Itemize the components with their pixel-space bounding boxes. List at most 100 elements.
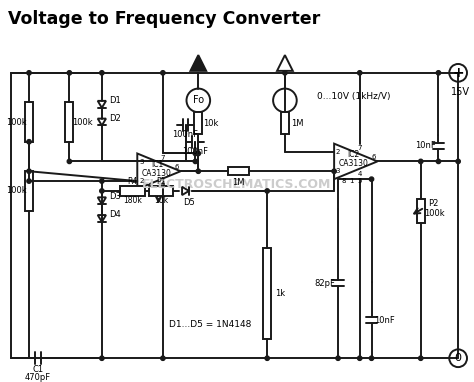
- Text: +: +: [452, 66, 464, 80]
- Text: 10k: 10k: [154, 196, 168, 205]
- Circle shape: [161, 356, 165, 360]
- Circle shape: [357, 356, 362, 360]
- Polygon shape: [277, 55, 293, 71]
- Circle shape: [196, 169, 201, 173]
- Text: 2: 2: [336, 149, 340, 155]
- Text: P2: P2: [428, 199, 439, 208]
- Text: 1M: 1M: [232, 178, 245, 186]
- Text: D2: D2: [109, 113, 120, 123]
- Bar: [149, 186, 173, 196]
- Circle shape: [196, 151, 201, 155]
- Text: 7: 7: [161, 155, 165, 161]
- Text: ELECTROSCHEMATICS.COM: ELECTROSCHEMATICS.COM: [142, 178, 331, 191]
- Text: 0...10V (1kHz/V): 0...10V (1kHz/V): [317, 92, 391, 101]
- Text: 5: 5: [357, 178, 362, 184]
- Text: 100k: 100k: [6, 186, 27, 196]
- Text: 82pF: 82pF: [315, 279, 336, 288]
- Circle shape: [332, 169, 336, 173]
- Circle shape: [27, 169, 31, 173]
- Circle shape: [193, 159, 198, 163]
- Circle shape: [369, 356, 374, 360]
- Text: R4: R4: [127, 176, 137, 186]
- Text: 10k: 10k: [203, 118, 219, 128]
- Polygon shape: [98, 197, 106, 204]
- Circle shape: [436, 159, 441, 163]
- Circle shape: [27, 179, 31, 183]
- Bar: [228, 167, 249, 175]
- Polygon shape: [98, 215, 106, 222]
- Text: 15V: 15V: [451, 87, 470, 97]
- Polygon shape: [191, 55, 206, 71]
- Circle shape: [100, 356, 104, 360]
- Circle shape: [436, 71, 441, 75]
- Circle shape: [456, 159, 460, 163]
- Text: 6: 6: [174, 164, 179, 170]
- Text: 470pF: 470pF: [25, 374, 51, 382]
- Text: IC2: IC2: [348, 150, 360, 159]
- Text: D4: D4: [109, 210, 120, 219]
- Text: Fo: Fo: [193, 96, 204, 105]
- Circle shape: [449, 64, 467, 82]
- Text: 10nF: 10nF: [374, 316, 395, 325]
- Bar: [194, 112, 202, 134]
- Text: IC1: IC1: [151, 160, 163, 169]
- Text: P1: P1: [156, 176, 165, 186]
- Bar: [25, 102, 33, 142]
- Text: 100k: 100k: [6, 118, 27, 126]
- Text: D1: D1: [109, 96, 120, 105]
- Text: 7: 7: [357, 146, 362, 151]
- Circle shape: [265, 189, 269, 193]
- Text: 2: 2: [139, 178, 144, 184]
- Text: 100k: 100k: [424, 209, 445, 218]
- Bar: [417, 199, 425, 223]
- Circle shape: [449, 350, 467, 367]
- Text: D5: D5: [183, 198, 195, 207]
- Circle shape: [67, 71, 72, 75]
- Bar: [65, 102, 73, 142]
- Text: 0: 0: [455, 353, 462, 363]
- Text: 3: 3: [336, 168, 340, 174]
- Circle shape: [369, 177, 374, 181]
- Circle shape: [27, 71, 31, 75]
- Circle shape: [100, 179, 104, 183]
- Circle shape: [67, 159, 72, 163]
- Text: 1M: 1M: [292, 118, 304, 128]
- Text: Voltage to Frequency Converter: Voltage to Frequency Converter: [9, 10, 320, 28]
- Polygon shape: [98, 118, 106, 125]
- Bar: [119, 186, 145, 196]
- Text: D1...D5 = 1N4148: D1...D5 = 1N4148: [169, 320, 251, 329]
- Bar: [263, 248, 271, 338]
- Circle shape: [100, 189, 104, 193]
- Circle shape: [193, 151, 198, 155]
- Text: 1: 1: [350, 178, 354, 184]
- Circle shape: [100, 71, 104, 75]
- Text: 3: 3: [139, 159, 144, 165]
- Bar: [25, 171, 33, 210]
- Circle shape: [265, 356, 269, 360]
- Text: 6: 6: [371, 154, 376, 160]
- Circle shape: [283, 71, 287, 75]
- Text: C1: C1: [32, 364, 44, 374]
- Circle shape: [357, 71, 362, 75]
- Text: 100k: 100k: [72, 118, 92, 126]
- Bar: [281, 112, 289, 134]
- Circle shape: [419, 159, 423, 163]
- Polygon shape: [137, 154, 181, 189]
- Text: CA3130: CA3130: [339, 159, 369, 168]
- Circle shape: [273, 89, 297, 112]
- Text: 4: 4: [161, 181, 165, 187]
- Circle shape: [161, 71, 165, 75]
- Text: 8: 8: [342, 178, 346, 184]
- Polygon shape: [182, 187, 189, 195]
- Circle shape: [419, 356, 423, 360]
- Text: 100nF: 100nF: [173, 130, 199, 139]
- Polygon shape: [334, 144, 377, 179]
- Text: 100nF: 100nF: [182, 147, 209, 156]
- Text: 180k: 180k: [123, 196, 142, 205]
- Polygon shape: [98, 101, 106, 108]
- Text: 10nF: 10nF: [415, 141, 436, 150]
- Text: 4: 4: [357, 172, 362, 177]
- Text: CA3130: CA3130: [142, 169, 172, 178]
- Text: D3: D3: [109, 193, 120, 201]
- Circle shape: [27, 139, 31, 144]
